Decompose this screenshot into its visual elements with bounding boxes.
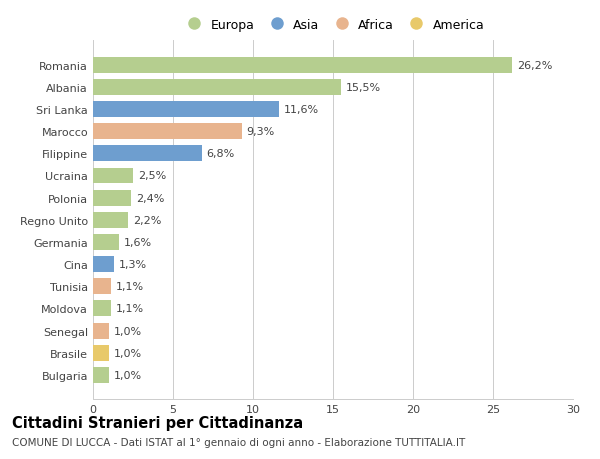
Bar: [93, 345, 109, 361]
Text: 26,2%: 26,2%: [517, 61, 553, 71]
Text: 1,1%: 1,1%: [115, 304, 143, 314]
Text: 15,5%: 15,5%: [346, 83, 381, 93]
Bar: [93, 80, 341, 95]
Bar: [93, 213, 128, 228]
Text: 11,6%: 11,6%: [283, 105, 319, 115]
Bar: [93, 168, 133, 184]
Bar: [93, 367, 109, 383]
Bar: [93, 102, 278, 118]
Text: 9,3%: 9,3%: [247, 127, 275, 137]
Bar: [93, 323, 109, 339]
Text: 1,0%: 1,0%: [114, 326, 142, 336]
Text: 1,6%: 1,6%: [124, 237, 152, 247]
Text: 2,5%: 2,5%: [138, 171, 166, 181]
Text: 1,1%: 1,1%: [115, 282, 143, 291]
Bar: [93, 301, 110, 317]
Bar: [93, 146, 202, 162]
Bar: [93, 57, 512, 73]
Text: 2,4%: 2,4%: [136, 193, 164, 203]
Text: 1,3%: 1,3%: [119, 259, 147, 269]
Bar: [93, 235, 119, 251]
Text: 1,0%: 1,0%: [114, 370, 142, 380]
Bar: [93, 257, 114, 273]
Text: 1,0%: 1,0%: [114, 348, 142, 358]
Text: Cittadini Stranieri per Cittadinanza: Cittadini Stranieri per Cittadinanza: [12, 415, 303, 431]
Text: 2,2%: 2,2%: [133, 215, 161, 225]
Bar: [93, 279, 110, 295]
Legend: Europa, Asia, Africa, America: Europa, Asia, Africa, America: [176, 13, 490, 36]
Bar: [93, 190, 131, 206]
Text: COMUNE DI LUCCA - Dati ISTAT al 1° gennaio di ogni anno - Elaborazione TUTTITALI: COMUNE DI LUCCA - Dati ISTAT al 1° genna…: [12, 437, 465, 447]
Bar: [93, 124, 242, 140]
Text: 6,8%: 6,8%: [206, 149, 235, 159]
